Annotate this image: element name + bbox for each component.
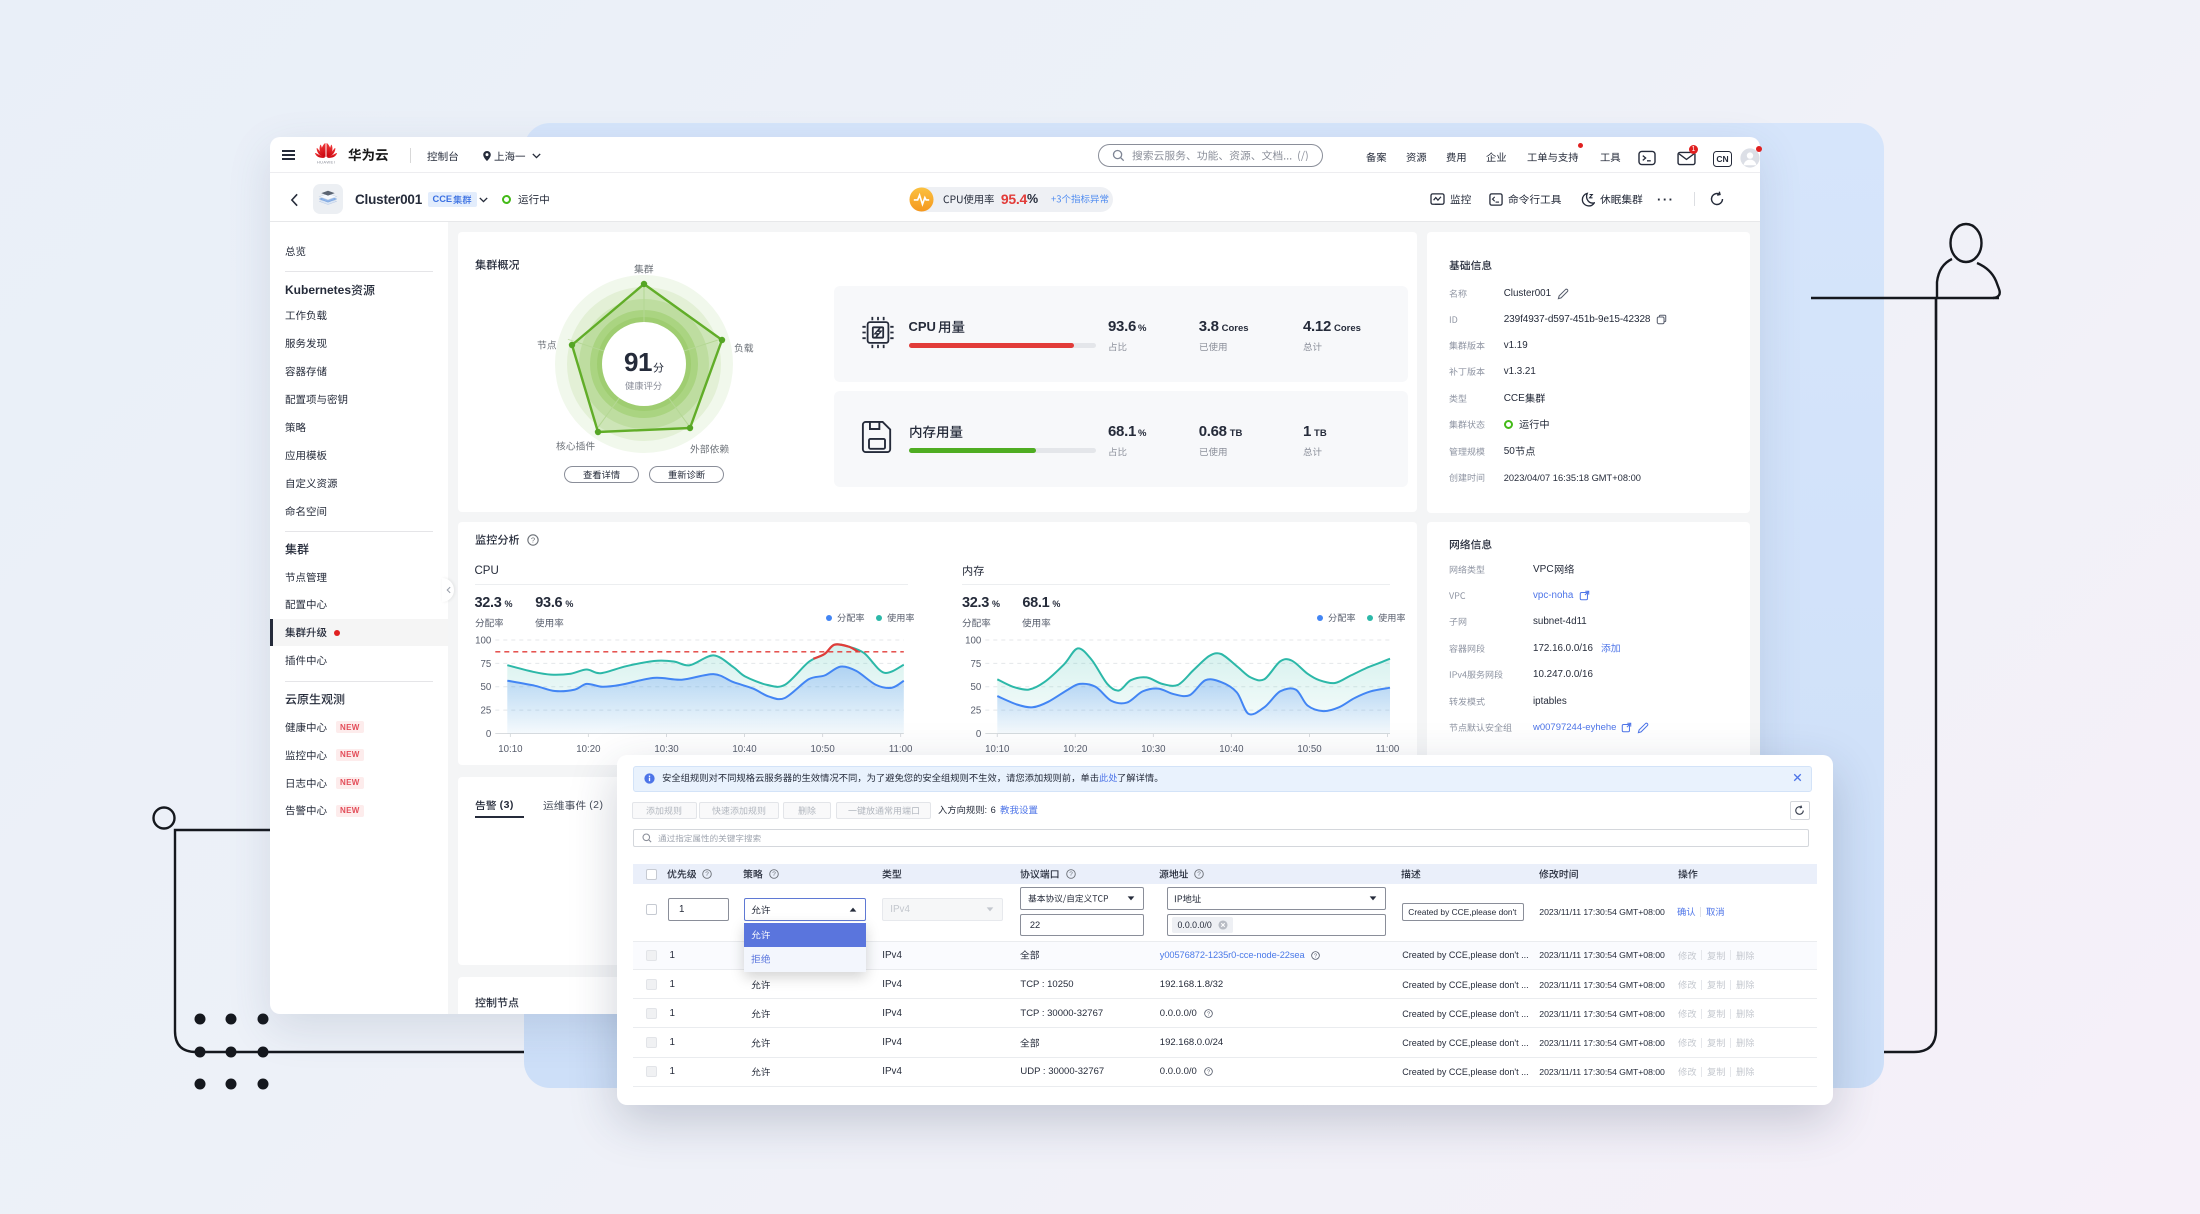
svg-text:11:00: 11:00 <box>1376 744 1400 755</box>
svg-text:50: 50 <box>971 682 982 693</box>
svg-text:10:30: 10:30 <box>654 744 679 755</box>
svg-text:10:50: 10:50 <box>1297 744 1322 755</box>
svg-text:10:30: 10:30 <box>1141 744 1166 755</box>
svg-text:10:10: 10:10 <box>985 744 1010 755</box>
svg-text:11:00: 11:00 <box>889 744 913 755</box>
svg-text:10:20: 10:20 <box>1063 744 1088 755</box>
svg-text:?: ? <box>772 871 776 878</box>
svg-text:?: ? <box>1069 871 1073 878</box>
svg-text:75: 75 <box>971 659 982 670</box>
svg-text:10:10: 10:10 <box>498 744 523 755</box>
svg-text:0: 0 <box>486 729 492 740</box>
svg-text:10:50: 10:50 <box>810 744 835 755</box>
svg-text:10:40: 10:40 <box>1219 744 1244 755</box>
svg-text:?: ? <box>1197 871 1201 878</box>
svg-text:25: 25 <box>481 706 492 717</box>
svg-text:10:20: 10:20 <box>576 744 601 755</box>
svg-text:?: ? <box>705 871 709 878</box>
svg-text:50: 50 <box>481 682 492 693</box>
svg-text:?: ? <box>1313 953 1316 959</box>
svg-text:?: ? <box>531 536 535 545</box>
svg-text:0: 0 <box>976 729 982 740</box>
svg-text:10:40: 10:40 <box>732 744 757 755</box>
svg-text:25: 25 <box>971 706 982 717</box>
svg-text:?: ? <box>1207 1070 1210 1076</box>
svg-text:?: ? <box>1207 1011 1210 1017</box>
svg-text:75: 75 <box>481 659 492 670</box>
svg-text:HUAWEI: HUAWEI <box>317 160 335 165</box>
svg-text:100: 100 <box>965 636 982 647</box>
svg-text:100: 100 <box>475 636 492 647</box>
